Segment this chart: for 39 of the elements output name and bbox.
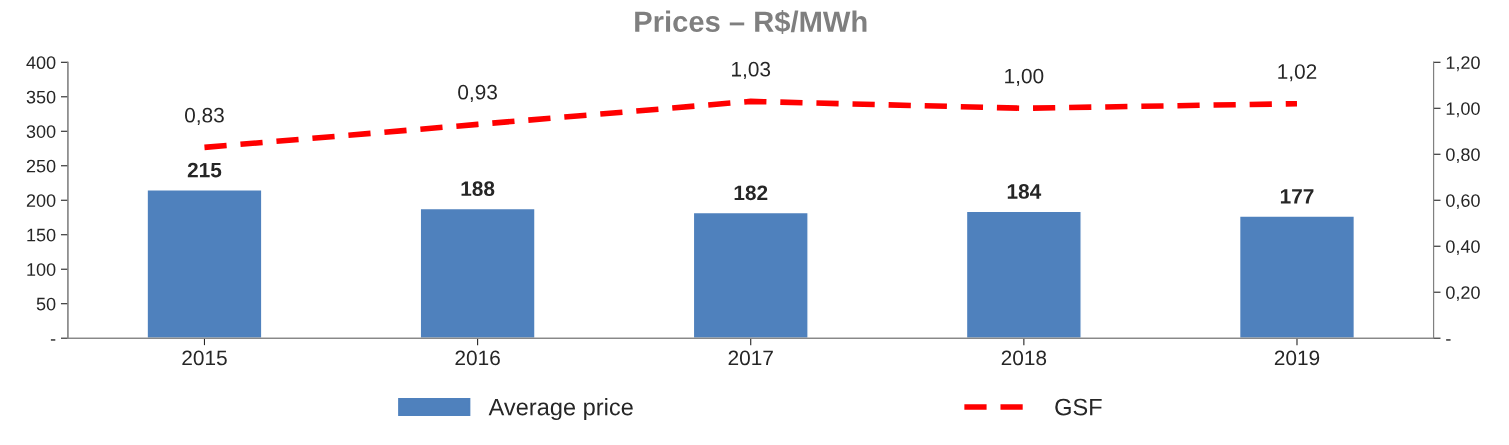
data-label: 1,02 xyxy=(1278,64,1317,82)
y2-tick-label: - xyxy=(1446,339,1451,341)
y2-tick-label: 0,60 xyxy=(1446,194,1480,210)
legend-label: Average price xyxy=(488,398,633,421)
chart-title: Prices – R$/MWh xyxy=(635,10,867,34)
y2-tick-label: 0,80 xyxy=(1446,148,1480,164)
bar xyxy=(146,189,263,339)
data-label: 188 xyxy=(461,181,495,197)
y2-tick-label: 0,20 xyxy=(1446,286,1480,302)
y-tick-label: 400 xyxy=(26,56,56,70)
y2-tick-label: 0,40 xyxy=(1446,240,1480,256)
bar xyxy=(692,211,809,339)
data-label: 1,03 xyxy=(732,61,771,80)
data-label: 184 xyxy=(1007,184,1042,199)
y-tick-label: 50 xyxy=(36,297,56,311)
data-label: 182 xyxy=(734,185,768,201)
data-label: 0,93 xyxy=(458,84,497,103)
legend-label: GSF xyxy=(1055,398,1102,416)
data-label: 215 xyxy=(187,162,222,178)
y2-tick-label: 1,00 xyxy=(1446,102,1480,118)
y2-tick-label: 1,20 xyxy=(1446,56,1480,72)
y-tick-label: 300 xyxy=(26,125,56,138)
y-tick-label: 150 xyxy=(27,228,56,242)
x-tick-label: 2015 xyxy=(182,350,227,366)
data-label: 177 xyxy=(1280,189,1314,204)
data-label: 0,83 xyxy=(185,107,224,126)
y-tick-label: - xyxy=(50,339,56,341)
y-tick-label: 250 xyxy=(26,159,56,173)
bar xyxy=(965,210,1082,339)
x-tick-label: 2016 xyxy=(455,350,500,366)
y-tick-label: 350 xyxy=(26,90,56,104)
bar xyxy=(1238,215,1356,339)
x-tick-label: 2019 xyxy=(1274,350,1320,366)
x-tick-label: 2017 xyxy=(728,350,773,366)
y-tick-label: 100 xyxy=(27,263,56,276)
bar xyxy=(419,207,536,339)
data-label: 1,00 xyxy=(1005,68,1044,86)
x-tick-label: 2018 xyxy=(1001,350,1047,366)
y-tick-label: 200 xyxy=(26,194,56,207)
